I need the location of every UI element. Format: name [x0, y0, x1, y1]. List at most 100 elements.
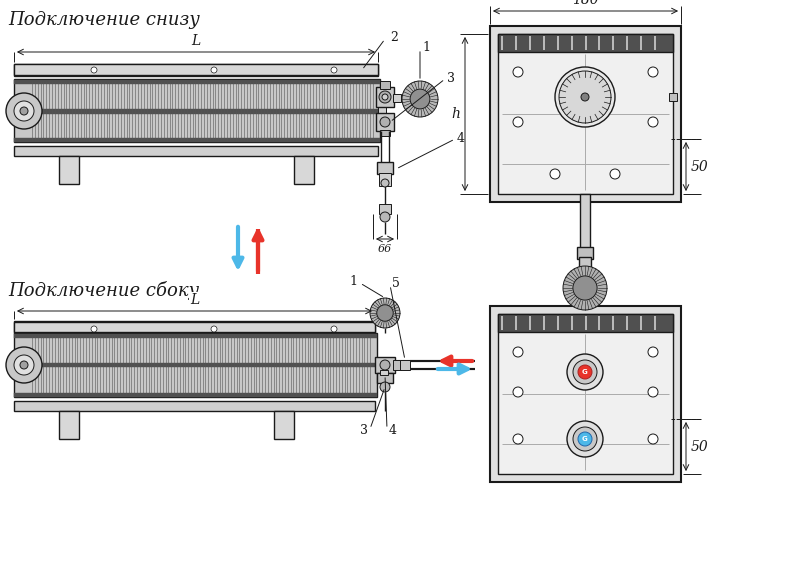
Circle shape: [6, 93, 42, 129]
Text: 50: 50: [691, 160, 709, 174]
Circle shape: [573, 427, 597, 451]
Circle shape: [379, 91, 391, 103]
Circle shape: [580, 267, 590, 277]
Circle shape: [6, 347, 42, 383]
Text: 3: 3: [360, 424, 368, 438]
Text: 2: 2: [390, 31, 398, 43]
Circle shape: [648, 67, 658, 77]
Text: L: L: [191, 34, 201, 48]
Bar: [59, 411, 79, 439]
Bar: [498, 314, 673, 332]
Circle shape: [370, 298, 400, 328]
Bar: [400, 360, 410, 370]
Circle shape: [513, 434, 523, 444]
Bar: [14, 79, 380, 142]
Bar: [379, 204, 391, 214]
Bar: [380, 130, 390, 136]
Bar: [294, 156, 314, 184]
Circle shape: [648, 434, 658, 444]
Text: L: L: [190, 293, 199, 307]
Circle shape: [567, 421, 603, 457]
Bar: [376, 87, 394, 107]
Circle shape: [91, 326, 97, 332]
Text: 4: 4: [457, 131, 465, 145]
Bar: [14, 64, 378, 75]
Circle shape: [380, 382, 390, 392]
Circle shape: [381, 179, 389, 187]
Bar: [14, 333, 377, 397]
Circle shape: [648, 387, 658, 397]
Text: G: G: [582, 436, 588, 442]
Circle shape: [648, 347, 658, 357]
Circle shape: [331, 67, 337, 73]
Circle shape: [331, 326, 337, 332]
Circle shape: [20, 361, 28, 369]
Circle shape: [211, 326, 217, 332]
Bar: [377, 373, 393, 383]
Circle shape: [578, 365, 592, 379]
Circle shape: [513, 67, 523, 77]
Circle shape: [559, 71, 611, 123]
Circle shape: [513, 347, 523, 357]
Circle shape: [555, 67, 615, 127]
Text: 66: 66: [378, 244, 392, 254]
Circle shape: [563, 266, 607, 310]
Bar: [14, 138, 380, 142]
Circle shape: [648, 117, 658, 127]
Circle shape: [573, 360, 597, 384]
Circle shape: [573, 276, 597, 300]
Bar: [14, 64, 378, 76]
Bar: [579, 257, 591, 269]
Circle shape: [14, 101, 34, 121]
Bar: [669, 93, 677, 101]
Bar: [490, 306, 681, 482]
Circle shape: [380, 360, 390, 370]
Bar: [14, 322, 375, 332]
Text: 1: 1: [422, 40, 430, 53]
Circle shape: [91, 67, 97, 73]
Circle shape: [380, 117, 390, 127]
Text: G: G: [582, 369, 588, 375]
Circle shape: [20, 107, 28, 115]
Bar: [393, 94, 401, 102]
Circle shape: [211, 67, 217, 73]
Bar: [379, 173, 391, 186]
Bar: [378, 104, 386, 114]
Text: Подключение сбоку: Подключение сбоку: [8, 281, 199, 300]
Text: Подключение снизу: Подключение снизу: [8, 11, 200, 29]
Bar: [377, 162, 393, 174]
Bar: [380, 81, 390, 89]
Bar: [575, 274, 582, 289]
Circle shape: [550, 169, 560, 179]
Text: 50: 50: [691, 440, 709, 454]
Bar: [14, 363, 377, 367]
Bar: [14, 321, 375, 333]
Bar: [393, 360, 401, 370]
Circle shape: [380, 212, 390, 222]
Circle shape: [567, 354, 603, 390]
Bar: [14, 109, 380, 114]
Bar: [14, 80, 380, 84]
Bar: [14, 393, 377, 397]
Circle shape: [382, 94, 388, 100]
Bar: [380, 370, 388, 375]
Text: 1: 1: [349, 274, 357, 287]
Bar: [14, 146, 378, 156]
Text: 180: 180: [572, 0, 599, 7]
Bar: [498, 34, 673, 194]
Circle shape: [377, 305, 393, 321]
Circle shape: [14, 355, 34, 375]
Bar: [376, 113, 394, 131]
Bar: [375, 357, 395, 373]
Circle shape: [578, 432, 592, 446]
Bar: [59, 156, 79, 184]
Bar: [577, 247, 593, 259]
Circle shape: [513, 117, 523, 127]
Text: 5: 5: [392, 277, 400, 290]
Circle shape: [410, 89, 430, 109]
Bar: [498, 34, 673, 52]
Bar: [498, 314, 673, 474]
Bar: [14, 401, 375, 411]
Bar: [490, 26, 681, 202]
Circle shape: [610, 169, 620, 179]
